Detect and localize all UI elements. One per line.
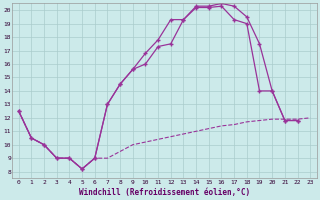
X-axis label: Windchill (Refroidissement éolien,°C): Windchill (Refroidissement éolien,°C) (79, 188, 250, 197)
